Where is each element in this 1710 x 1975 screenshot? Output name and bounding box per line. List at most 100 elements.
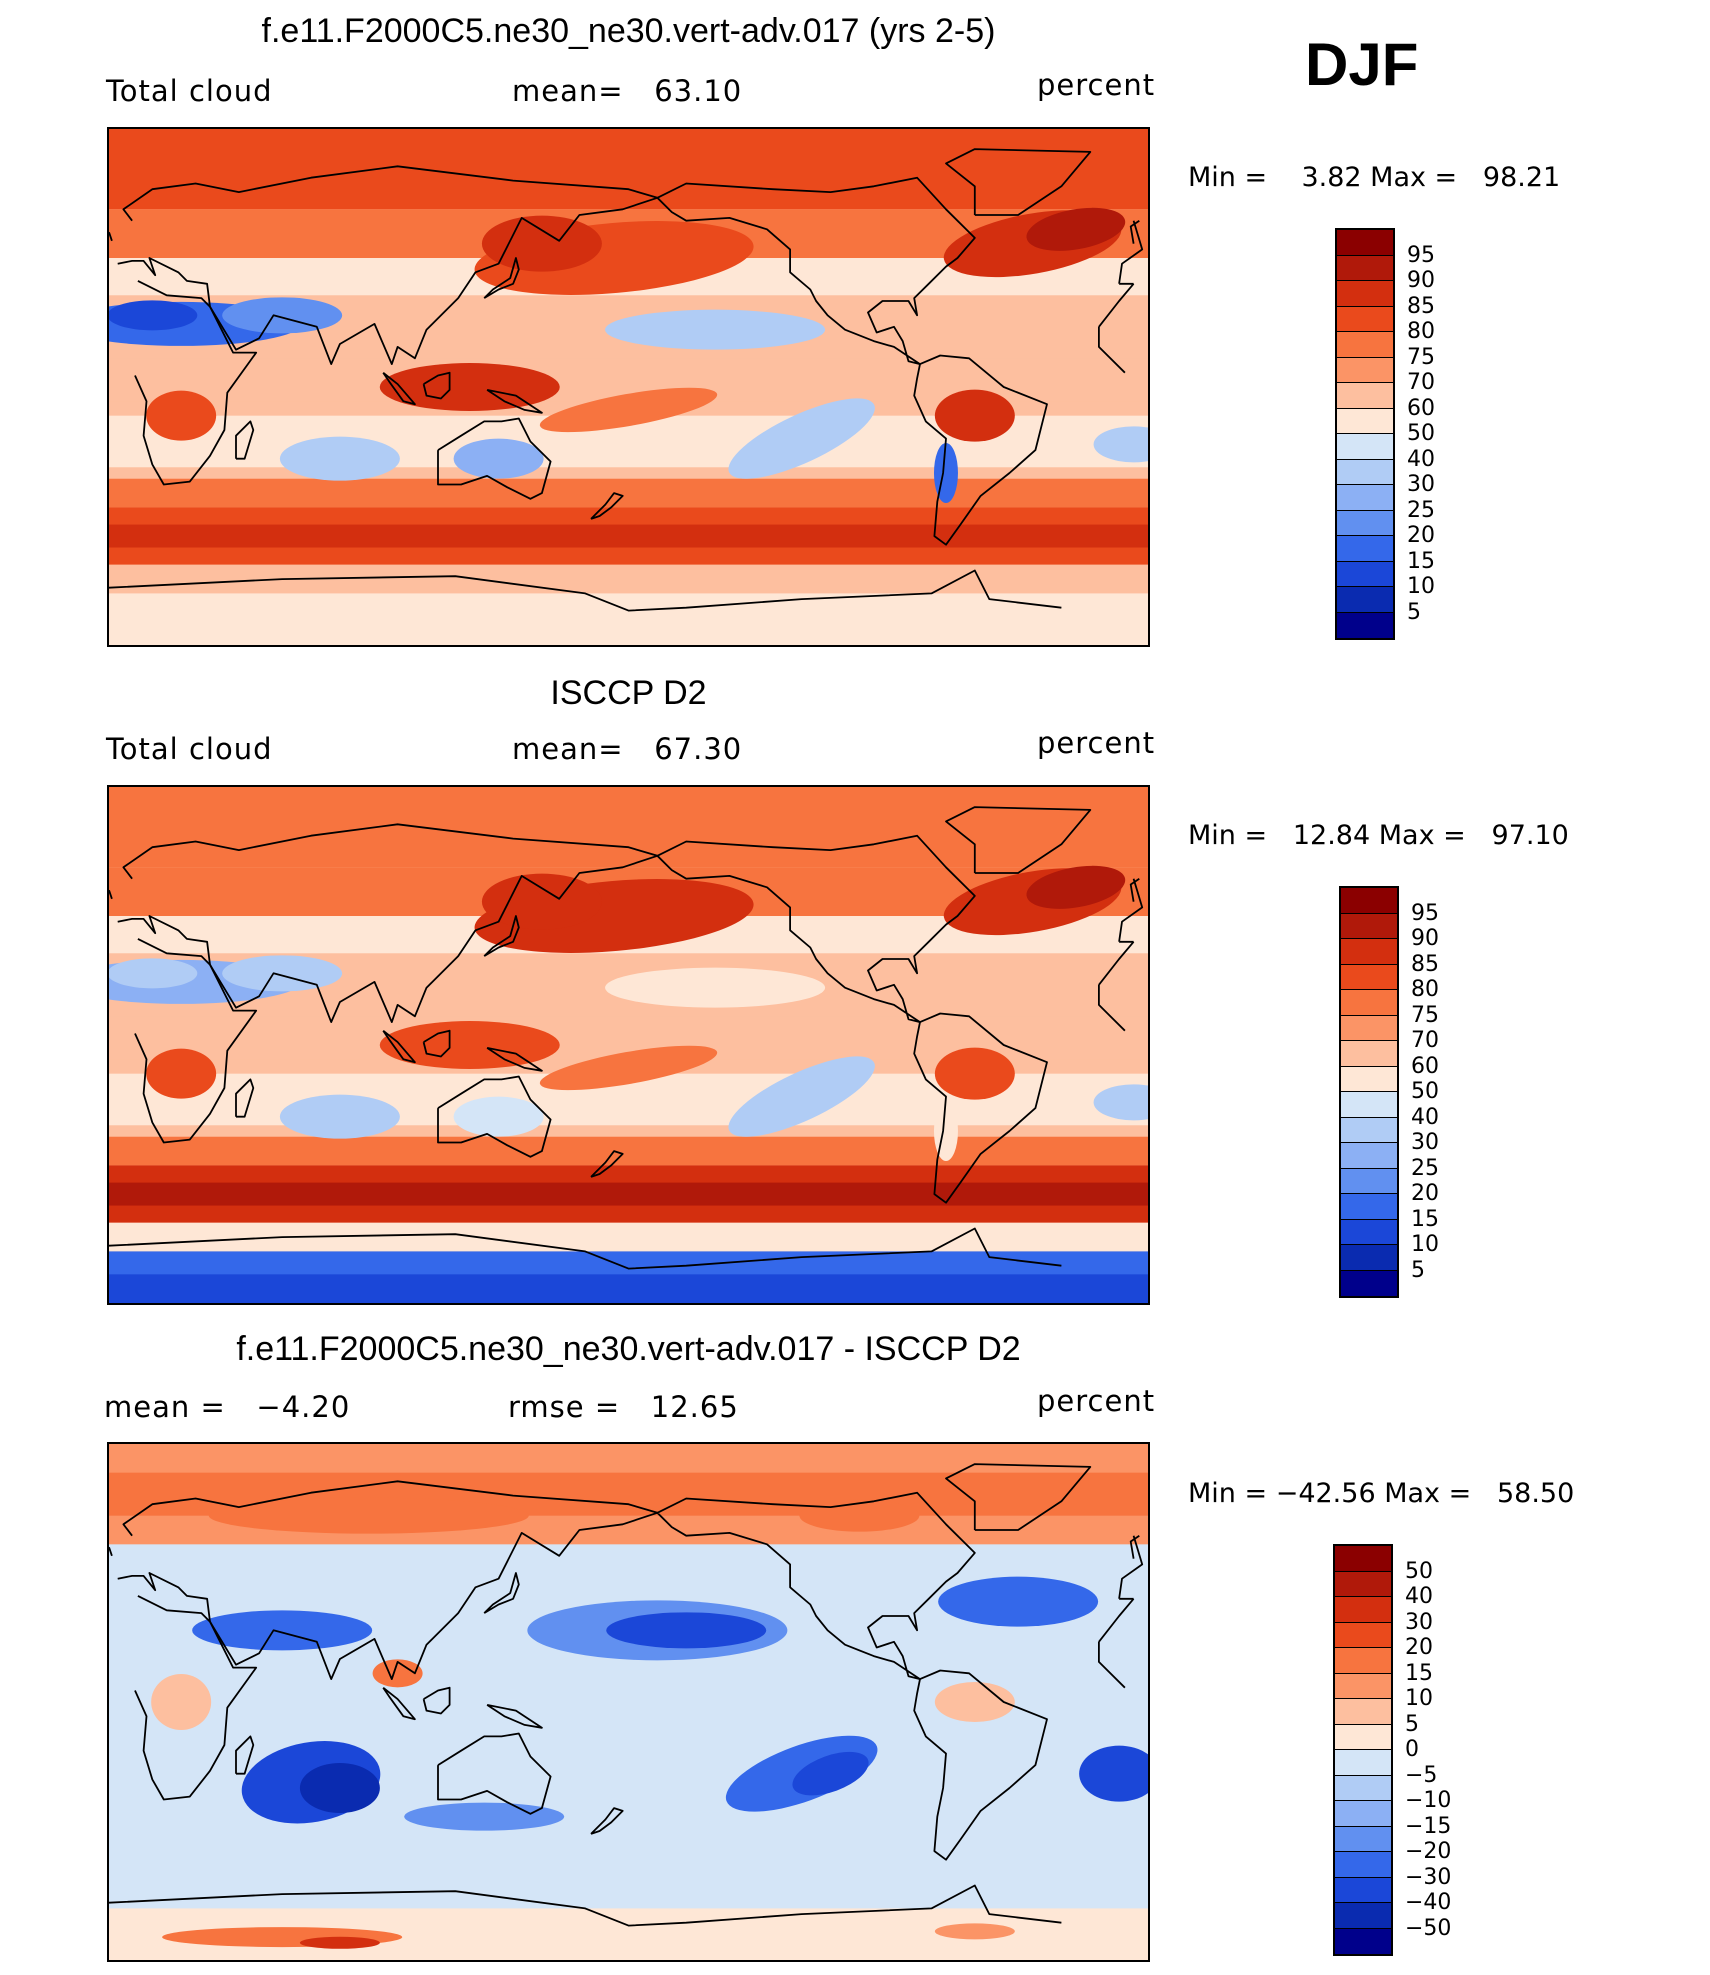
contour-band (109, 1182, 1148, 1206)
contour-region (728, 398, 875, 479)
colorbar-swatch (1337, 485, 1393, 511)
contour-region (934, 1047, 1015, 1100)
coastline (486, 1047, 543, 1072)
panel-1-colorbar (1335, 228, 1395, 640)
colorbar-swatch (1335, 1801, 1391, 1827)
coastline (382, 1029, 416, 1064)
panel-3-map-svg (109, 1444, 1148, 1960)
coastline (913, 1012, 1048, 1204)
panel-3-minmax: Min = −42.56 Max = 58.50 (1188, 1478, 1575, 1509)
contour-region (605, 967, 826, 1008)
colorbar-tick-label: −20 (1405, 1839, 1452, 1864)
colorbar-tick-label: −15 (1405, 1813, 1452, 1839)
colorbar-swatch (1335, 1852, 1391, 1878)
colorbar-tick-label: 30 (1411, 1130, 1439, 1155)
colorbar-swatch (1341, 1219, 1397, 1245)
panel-1-minmax: Min = 3.82 Max = 98.21 (1188, 162, 1561, 193)
contour-region (453, 1096, 544, 1137)
colorbar-swatch (1335, 1928, 1391, 1954)
colorbar-tick-label: 70 (1407, 370, 1435, 395)
coastline (109, 877, 1140, 902)
coastline (945, 1463, 1092, 1531)
coastline (134, 1595, 1135, 1801)
contour-region (938, 1576, 1099, 1627)
colorbar-tick-label: 75 (1411, 1002, 1439, 1028)
contour-region (379, 363, 560, 411)
contour-region (728, 1056, 875, 1137)
contour-region (109, 300, 198, 331)
colorbar-swatch (1337, 306, 1393, 332)
panel-2-left-label: Total cloud (106, 732, 273, 766)
contour-region (481, 873, 602, 930)
colorbar-swatch (1335, 1699, 1391, 1725)
panel-1-center-label: mean= 63.10 (512, 74, 743, 108)
colorbar-tick-label: 60 (1411, 1053, 1439, 1079)
coastline (117, 1480, 1144, 1680)
colorbar-swatch (1337, 332, 1393, 358)
contour-region (109, 958, 198, 989)
panel-3-left-label: mean = −4.20 (104, 1390, 351, 1424)
colorbar-swatch (1335, 1775, 1391, 1801)
colorbar-tick-label: 10 (1405, 1686, 1433, 1711)
contour-region (379, 1021, 560, 1069)
contour-region (539, 1045, 718, 1091)
contour-region (279, 1094, 400, 1139)
colorbar-tick-label: 80 (1411, 977, 1439, 1002)
coastline (483, 1572, 520, 1614)
contour-region (453, 438, 544, 479)
colorbar-tick-label: 95 (1411, 900, 1439, 926)
contour-region (222, 297, 343, 334)
coastline (382, 1686, 416, 1721)
contour-region (299, 1763, 380, 1813)
contour-band (109, 478, 1148, 508)
contour-band (109, 524, 1148, 548)
contour-region (404, 1802, 565, 1831)
coastline (945, 148, 1092, 216)
contour-region (1026, 865, 1126, 909)
colorbar-swatch (1341, 1270, 1397, 1296)
coastline (422, 1686, 451, 1715)
contour-region (1026, 207, 1126, 251)
coastline (656, 176, 976, 365)
colorbar-tick-label: 50 (1411, 1079, 1439, 1104)
colorbar-tick-label: 20 (1407, 523, 1435, 548)
colorbar-tick-label: 25 (1407, 497, 1435, 523)
colorbar-swatch (1335, 1903, 1391, 1929)
coastline (109, 1534, 1140, 1559)
coastline (109, 219, 1140, 244)
colorbar-swatch (1337, 230, 1393, 256)
coastline (913, 354, 1048, 546)
colorbar-tick-label: 50 (1405, 1558, 1433, 1584)
contour-region (1093, 1084, 1148, 1121)
panel-2-map-svg (109, 787, 1148, 1303)
coastline (109, 1884, 1062, 1927)
contour-region (934, 1682, 1015, 1722)
panel-3-title: f.e11.F2000C5.ne30_ne30.vert-adv.017 - I… (236, 1330, 1021, 1368)
contour-region (934, 389, 1015, 442)
panel-3-map (107, 1442, 1150, 1962)
contour-band (109, 1136, 1148, 1166)
colorbar-tick-label: 5 (1407, 599, 1421, 625)
coastline (486, 389, 543, 414)
colorbar-tick-label: 0 (1405, 1737, 1419, 1762)
panel-3-center-label: rmse = 12.65 (508, 1390, 739, 1424)
contour-region (792, 1751, 869, 1796)
coastline (486, 1704, 543, 1729)
season-label: DJF (1305, 31, 1419, 98)
coastline (590, 1807, 624, 1835)
coastline (437, 417, 552, 500)
contour-band (109, 129, 1148, 210)
panel-2-title: ISCCP D2 (550, 674, 707, 712)
panel-1-title: f.e11.F2000C5.ne30_ne30.vert-adv.017 (yr… (261, 12, 996, 50)
coastline (483, 257, 520, 299)
coastline (117, 823, 1144, 1023)
coastline (109, 1227, 1062, 1270)
colorbar-swatch (1335, 1877, 1391, 1903)
colorbar-swatch (1337, 459, 1393, 485)
colorbar-tick-label: 10 (1411, 1232, 1439, 1257)
panel-2-right-label: percent (1037, 726, 1156, 760)
colorbar-swatch (1337, 434, 1393, 460)
contour-region (934, 1923, 1015, 1940)
coastline (437, 1732, 552, 1815)
coastline (235, 1735, 255, 1775)
